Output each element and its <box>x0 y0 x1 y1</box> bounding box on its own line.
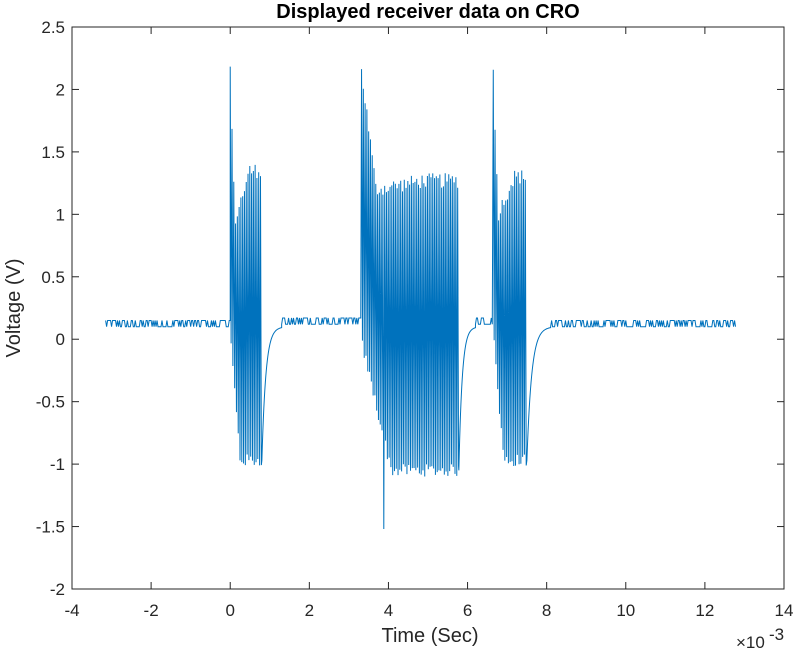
signal-line <box>105 66 737 530</box>
x-tick-label: 6 <box>463 601 472 620</box>
y-tick-label: -1 <box>50 455 65 474</box>
x-tick-label: -4 <box>64 601 79 620</box>
x-axis-exponent-power: -3 <box>769 625 784 644</box>
y-tick-label: 0 <box>56 330 65 349</box>
x-tick-label: 2 <box>305 601 314 620</box>
x-tick-label: 10 <box>616 601 635 620</box>
y-axis-label: Voltage (V) <box>3 259 25 358</box>
y-tick-label: 2 <box>56 80 65 99</box>
x-axis-ticks: -4 -2 0 2 4 6 8 10 12 14 <box>64 27 793 620</box>
x-tick-label: 12 <box>695 601 714 620</box>
x-tick-label: 0 <box>225 601 234 620</box>
x-tick-label: 8 <box>542 601 551 620</box>
x-tick-label: 4 <box>384 601 393 620</box>
y-axis-ticks: -2 -1.5 -1 -0.5 0 0.5 1 1.5 2 2.5 <box>36 18 784 599</box>
x-axis-label: Time (Sec) <box>381 625 478 647</box>
y-tick-label: 0.5 <box>41 268 65 287</box>
y-tick-label: 2.5 <box>41 18 65 37</box>
y-tick-label: -1.5 <box>36 518 65 537</box>
y-tick-label: -2 <box>50 580 65 599</box>
y-tick-label: -0.5 <box>36 393 65 412</box>
x-tick-label: 14 <box>775 601 794 620</box>
x-axis-exponent: ×10 -3 <box>736 625 784 650</box>
chart-title: Displayed receiver data on CRO <box>276 1 579 23</box>
y-tick-label: 1 <box>56 205 65 224</box>
y-tick-label: 1.5 <box>41 143 65 162</box>
x-tick-label: -2 <box>144 601 159 620</box>
x-axis-exponent-base: ×10 <box>736 633 765 650</box>
